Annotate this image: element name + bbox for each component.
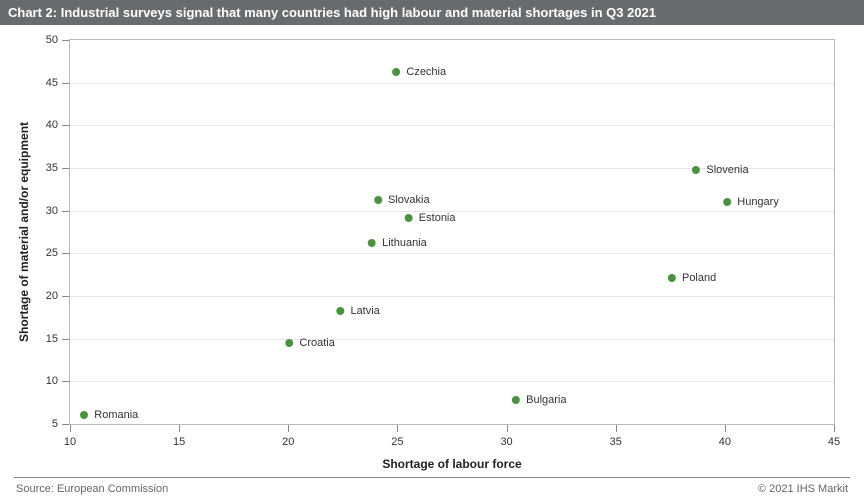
data-point: Hungary [723, 196, 779, 208]
data-point: Bulgaria [512, 394, 566, 406]
y-axis-label-wrap: Shortage of material and/or equipment [14, 39, 34, 425]
y-tick-label: 20 [30, 290, 58, 302]
data-point-label: Latvia [350, 305, 379, 317]
marker-dot [668, 274, 676, 282]
chart-title: Chart 2: Industrial surveys signal that … [8, 5, 656, 20]
y-tick-label: 10 [30, 375, 58, 387]
y-tick-label: 50 [30, 34, 58, 46]
copyright-text: © 2021 IHS Markit [758, 483, 848, 495]
chart-title-bar: Chart 2: Industrial surveys signal that … [0, 0, 864, 25]
marker-dot [285, 339, 293, 347]
gridline [70, 83, 834, 84]
y-axis-label: Shortage of material and/or equipment [17, 122, 31, 342]
marker-dot [723, 198, 731, 206]
y-tick-label: 5 [30, 418, 58, 430]
data-point-label: Romania [94, 409, 138, 421]
gridline [70, 339, 834, 340]
source-text: Source: European Commission [16, 483, 168, 495]
x-tick [725, 425, 727, 432]
x-tick [179, 425, 181, 432]
x-tick-label: 20 [282, 436, 294, 448]
y-tick [62, 40, 69, 42]
marker-dot [368, 239, 376, 247]
chart-container: Chart 2: Industrial surveys signal that … [0, 0, 864, 501]
plot-area: 51015202530354045501015202530354045Roman… [69, 39, 835, 425]
marker-dot [692, 166, 700, 174]
y-tick-label: 35 [30, 162, 58, 174]
chart-footer: Source: European Commission © 2021 IHS M… [14, 477, 850, 501]
y-tick-label: 25 [30, 247, 58, 259]
gridline [70, 296, 834, 297]
marker-dot [405, 214, 413, 222]
data-point-label: Croatia [299, 337, 334, 349]
data-point: Romania [80, 409, 138, 421]
y-tick [62, 253, 69, 255]
data-point: Slovenia [692, 164, 748, 176]
x-tick-label: 10 [64, 436, 76, 448]
y-tick [62, 125, 69, 127]
marker-dot [392, 68, 400, 76]
data-point: Slovakia [374, 194, 430, 206]
y-tick-label: 45 [30, 77, 58, 89]
y-tick [62, 339, 69, 341]
y-tick [62, 381, 69, 383]
gridline [70, 381, 834, 382]
data-point-label: Estonia [419, 212, 456, 224]
data-point-label: Slovakia [388, 194, 430, 206]
data-point-label: Hungary [737, 196, 779, 208]
x-tick-label: 40 [719, 436, 731, 448]
marker-dot [80, 411, 88, 419]
data-point-label: Bulgaria [526, 394, 566, 406]
marker-dot [336, 307, 344, 315]
y-tick-label: 40 [30, 119, 58, 131]
y-tick [62, 168, 69, 170]
gridline [70, 253, 834, 254]
marker-dot [374, 196, 382, 204]
data-point: Croatia [285, 337, 334, 349]
x-tick [288, 425, 290, 432]
x-tick [397, 425, 399, 432]
data-point-label: Poland [682, 272, 716, 284]
data-point-label: Lithuania [382, 237, 427, 249]
x-axis-label: Shortage of labour force [69, 457, 835, 471]
x-tick [70, 425, 72, 432]
y-tick-label: 15 [30, 333, 58, 345]
x-tick-label: 45 [828, 436, 840, 448]
x-tick-label: 30 [500, 436, 512, 448]
data-point: Estonia [405, 212, 456, 224]
gridline [70, 125, 834, 126]
data-point-label: Czechia [406, 66, 446, 78]
data-point-label: Slovenia [706, 164, 748, 176]
data-point: Czechia [392, 66, 446, 78]
data-point: Poland [668, 272, 716, 284]
y-tick [62, 296, 69, 298]
x-tick-label: 15 [173, 436, 185, 448]
y-tick [62, 211, 69, 213]
y-tick [62, 83, 69, 85]
y-tick [62, 424, 69, 426]
y-tick-label: 30 [30, 205, 58, 217]
data-point: Latvia [336, 305, 379, 317]
chart-area: Shortage of material and/or equipment 51… [14, 33, 850, 477]
x-tick-label: 35 [610, 436, 622, 448]
x-tick-label: 25 [391, 436, 403, 448]
marker-dot [512, 396, 520, 404]
x-tick [507, 425, 509, 432]
data-point: Lithuania [368, 237, 427, 249]
x-tick [834, 425, 836, 432]
x-tick [616, 425, 618, 432]
